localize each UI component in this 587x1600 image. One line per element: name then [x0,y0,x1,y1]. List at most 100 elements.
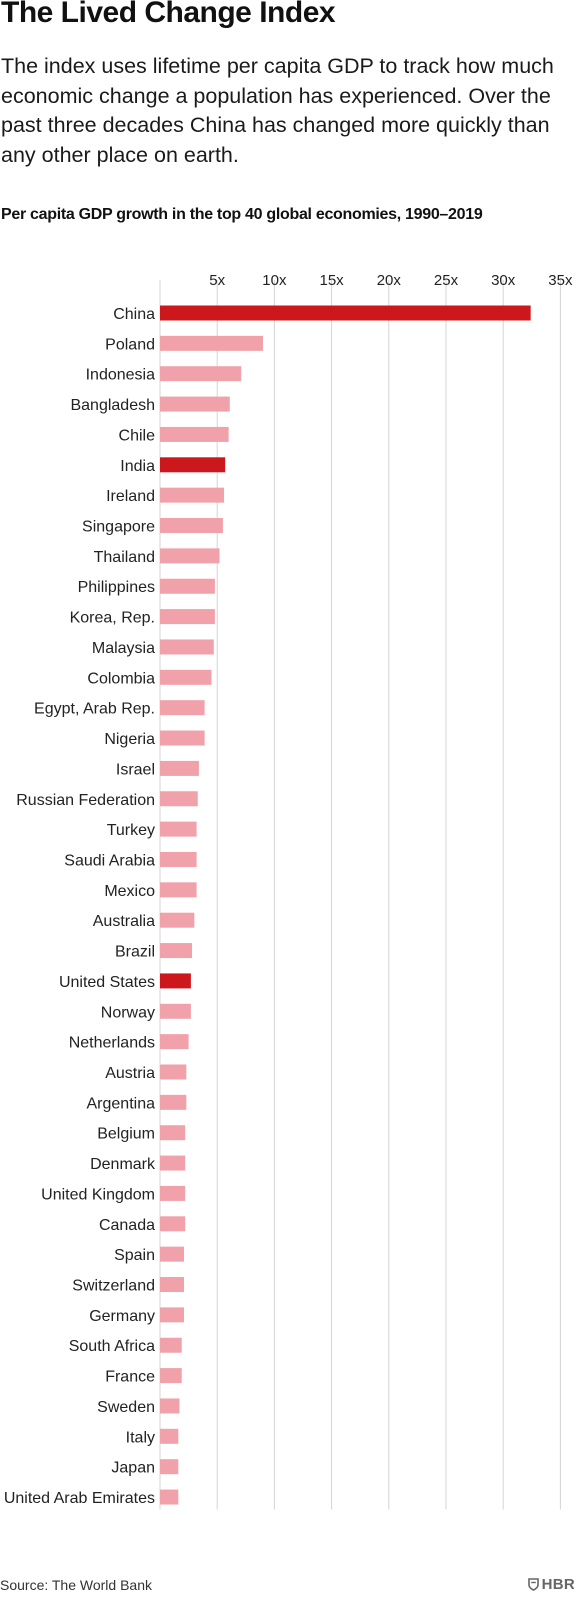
bar-japan [160,1459,179,1475]
bar-netherlands [160,1034,189,1050]
bar-malaysia [160,639,214,655]
category-label: Ireland [106,488,155,505]
category-label: Singapore [82,519,155,536]
bar-russian-federation [160,791,198,807]
bar-belgium [160,1125,186,1141]
bar-australia [160,912,195,928]
bar-canada [160,1216,186,1232]
chart-gridlines [159,280,561,1510]
category-label: Colombia [87,670,155,687]
category-label: Argentina [87,1095,156,1112]
x-tick-label: 35x [548,272,573,289]
bar-turkey [160,821,197,837]
category-label: Chile [119,427,156,444]
x-tick-label: 30x [491,272,516,289]
logo-text: HBR [541,1576,575,1593]
bar-austria [160,1064,187,1080]
bar-colombia [160,669,212,685]
bar-switzerland [160,1277,185,1293]
bar-united-states [160,973,191,989]
chart-title: Per capita GDP growth in the top 40 glob… [1,206,483,223]
bar-bangladesh [160,396,230,412]
bar-united-kingdom [160,1185,186,1201]
category-label: Philippines [78,579,155,596]
category-label: United States [59,974,155,991]
category-labels: China Poland Indonesia Bangladesh Chile India… [4,306,156,1507]
bar-indonesia [160,366,242,382]
category-label: Belgium [97,1126,155,1143]
category-label: South Africa [69,1338,155,1355]
category-label: Korea, Rep. [70,610,155,627]
category-label: Israel [116,761,155,778]
category-label: India [120,458,155,475]
bar-united-arab-emirates [160,1489,179,1505]
category-label: Sweden [97,1399,155,1416]
bar-saudi-arabia [160,851,197,867]
category-label: Egypt, Arab Rep. [34,701,155,718]
bar-spain [160,1246,185,1262]
bar-italy [160,1428,179,1444]
category-label: Norway [101,1004,155,1021]
bar-egypt-arab-rep [160,700,205,716]
bar-thailand [160,548,220,564]
bar-denmark [160,1155,186,1171]
category-label: Italy [126,1429,155,1446]
x-tick-label: 25x [434,272,459,289]
category-label: Turkey [107,822,155,839]
bar-india [160,457,226,473]
category-label: Canada [99,1217,155,1234]
bar-brazil [160,943,193,959]
bar-mexico [160,882,197,898]
category-label: Switzerland [72,1278,155,1295]
bar-argentina [160,1094,187,1110]
x-axis-ticks: 5x 10x 15x 20x 25x 30x 35x [209,272,573,289]
bar-norway [160,1003,191,1019]
category-label: Denmark [90,1156,156,1173]
category-label: Indonesia [86,367,155,384]
bar-ireland [160,487,225,503]
category-label: Spain [114,1247,155,1264]
x-tick-label: 15x [320,272,345,289]
category-label: Austria [105,1065,155,1082]
category-label: Japan [111,1460,155,1477]
category-label: France [105,1369,155,1386]
category-label: Poland [105,336,155,353]
category-label: Thailand [94,549,155,566]
page-subtitle: The index uses lifetime per capita GDP t… [1,54,554,167]
x-tick-label: 10x [262,272,287,289]
category-label: Russian Federation [16,792,155,809]
bar-korea-rep [160,609,215,625]
x-tick-label: 5x [209,272,225,289]
category-label: China [113,306,155,323]
category-label: Netherlands [69,1035,155,1052]
bar-chart: 5x 10x 15x 20x 25x 30x 35x China Poland Indonesi… [4,272,573,1510]
category-label: United Kingdom [41,1186,155,1203]
category-label: Brazil [115,944,155,961]
category-label: Saudi Arabia [64,852,155,869]
bar-chile [160,426,229,442]
category-label: United Arab Emirates [4,1490,155,1507]
bar-france [160,1368,182,1384]
category-label: Mexico [104,883,155,900]
category-label: Australia [93,913,155,930]
bar-philippines [160,578,215,594]
category-label: Malaysia [92,640,155,657]
bar-germany [160,1307,185,1323]
bar-south-africa [160,1337,182,1353]
source-note: Source: The World Bank [0,1577,153,1593]
category-label: Nigeria [104,731,155,748]
bar-singapore [160,518,223,534]
bar-china [160,305,531,321]
chart-bars [160,305,531,1505]
category-label: Bangladesh [70,397,155,414]
hbr-logo: HBR [527,1576,575,1593]
bar-israel [160,760,199,776]
bar-poland [160,335,263,351]
footer: Source: The World Bank HBR [0,1563,587,1600]
category-label: Germany [89,1308,155,1325]
bar-nigeria [160,730,205,746]
bar-sweden [160,1398,180,1414]
page-title: The Lived Change Index [1,0,336,29]
hbr-shield-icon [527,1578,539,1591]
x-tick-label: 20x [377,272,402,289]
